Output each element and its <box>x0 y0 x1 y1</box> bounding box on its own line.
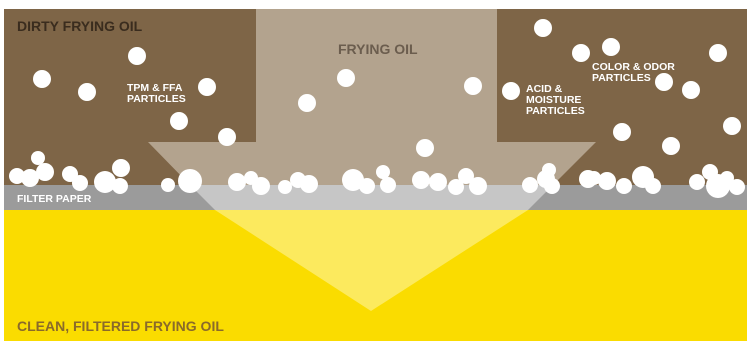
particle <box>502 82 520 100</box>
particle <box>252 177 270 195</box>
particle <box>464 77 482 95</box>
particle <box>572 44 590 62</box>
particle <box>161 178 175 192</box>
particle <box>128 47 146 65</box>
arrow-through-dirty-oil <box>148 9 596 185</box>
particle <box>689 174 705 190</box>
particle <box>522 177 538 193</box>
particle <box>112 178 128 194</box>
particle <box>602 38 620 56</box>
particle <box>170 112 188 130</box>
particle <box>36 163 54 181</box>
particle <box>337 69 355 87</box>
dirty-oil-title: DIRTY FRYING OIL <box>17 18 143 34</box>
particle <box>21 169 39 187</box>
particle <box>380 177 396 193</box>
arrow-through-clean-oil <box>215 210 528 311</box>
filter-paper-label: FILTER PAPER <box>17 193 92 205</box>
particle <box>469 177 487 195</box>
particle <box>416 139 434 157</box>
particle <box>31 151 45 165</box>
particle <box>178 169 202 193</box>
contaminant-particles <box>9 19 745 198</box>
particle <box>645 178 661 194</box>
particle <box>542 163 556 177</box>
particle <box>112 159 130 177</box>
particle <box>94 171 116 193</box>
particle <box>9 168 25 184</box>
particle <box>78 83 96 101</box>
particle <box>729 179 745 195</box>
particle <box>598 172 616 190</box>
particle <box>359 178 375 194</box>
particle <box>72 175 88 191</box>
particle <box>662 137 680 155</box>
particle <box>458 168 474 184</box>
particle <box>616 178 632 194</box>
particle <box>342 169 364 191</box>
particle <box>448 179 464 195</box>
particle <box>720 171 734 185</box>
particle <box>709 44 727 62</box>
particle <box>412 171 430 189</box>
particle <box>723 117 741 135</box>
particle <box>300 175 318 193</box>
particle <box>429 173 447 191</box>
particle <box>278 180 292 194</box>
particle <box>298 94 316 112</box>
particle <box>376 165 390 179</box>
particle <box>587 171 601 185</box>
particle <box>682 81 700 99</box>
color-odor-particles-label: COLOR & ODOR PARTICLES <box>592 61 675 85</box>
particle <box>218 128 236 146</box>
particle <box>198 78 216 96</box>
acid-moisture-particles-label: ACID & MOISTURE PARTICLES <box>526 83 585 118</box>
tpm-ffa-particles-label: TPM & FFA PARTICLES <box>127 82 186 106</box>
particle <box>544 178 560 194</box>
frying-oil-label: FRYING OIL <box>338 41 418 57</box>
particle <box>228 173 246 191</box>
particle <box>655 73 673 91</box>
particle <box>534 19 552 37</box>
particle <box>613 123 631 141</box>
clean-oil-title: CLEAN, FILTERED FRYING OIL <box>17 318 224 334</box>
particle <box>33 70 51 88</box>
